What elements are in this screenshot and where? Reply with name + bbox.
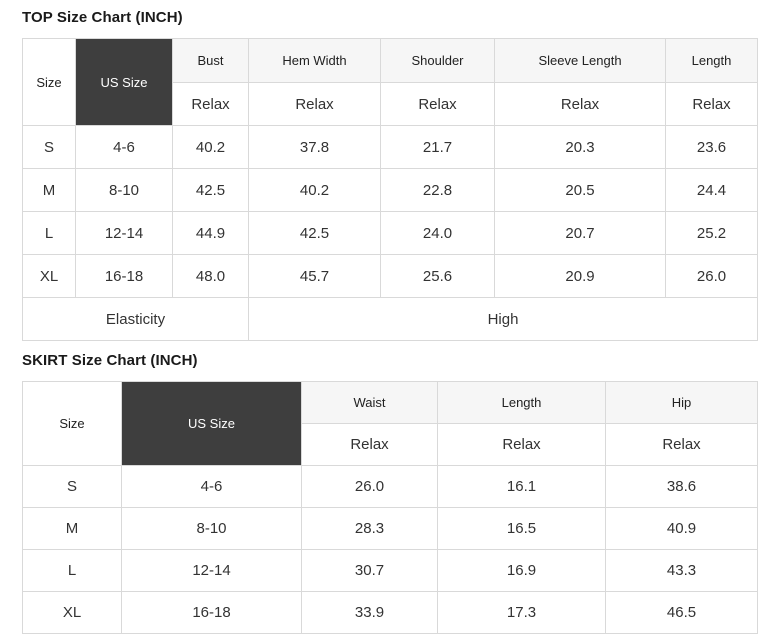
table-cell: 12-14	[121, 549, 302, 592]
table-cell: 4-6	[75, 125, 173, 169]
table-cell: 23.6	[665, 125, 758, 169]
table-cell: XL	[22, 591, 122, 634]
table-cell: 38.6	[605, 465, 758, 508]
top-header-shoulder: Shoulder	[380, 38, 495, 83]
table-cell: 43.3	[605, 549, 758, 592]
table-cell: L	[22, 211, 76, 255]
top-header-sleeve-length: Sleeve Length	[494, 38, 666, 83]
table-cell: 40.9	[605, 507, 758, 550]
table-cell: 37.8	[248, 125, 381, 169]
top-header-row: Size US Size Bust Hem Width Shoulder Sle…	[22, 38, 758, 126]
elasticity-value: High	[248, 297, 758, 341]
top-header-length: Length	[665, 38, 758, 83]
top-relax-row: Relax Relax Relax Relax Relax	[23, 82, 758, 126]
table-row: L 12-14 30.7 16.9 43.3	[22, 549, 758, 592]
table-cell: 44.9	[172, 211, 249, 255]
skirt-header-row: Size US Size Waist Length Hip	[22, 381, 758, 466]
table-cell: 12-14	[75, 211, 173, 255]
table-row: S 4-6 40.2 37.8 21.7 20.3 23.6	[22, 125, 758, 169]
table-cell: 21.7	[380, 125, 495, 169]
table-cell: 20.9	[494, 254, 666, 298]
table-cell: 16.5	[437, 507, 606, 550]
table-cell: 24.4	[665, 168, 758, 212]
table-cell: Relax	[437, 423, 606, 466]
top-header-size: Size	[22, 38, 76, 126]
table-cell: Relax	[665, 82, 758, 126]
table-cell: M	[22, 168, 76, 212]
elasticity-row: Elasticity High	[22, 297, 758, 341]
table-cell: 17.3	[437, 591, 606, 634]
table-cell: 16-18	[75, 254, 173, 298]
table-cell: 30.7	[301, 549, 438, 592]
table-cell: S	[22, 465, 122, 508]
table-cell: 42.5	[172, 168, 249, 212]
top-header-hem-width: Hem Width	[248, 38, 381, 83]
table-cell: 40.2	[172, 125, 249, 169]
table-row: XL 16-18 33.9 17.3 46.5	[22, 591, 758, 634]
skirt-header-hip: Hip	[605, 381, 758, 424]
elasticity-label: Elasticity	[22, 297, 249, 341]
table-cell: Relax	[248, 82, 381, 126]
table-cell: 8-10	[75, 168, 173, 212]
table-cell: 20.5	[494, 168, 666, 212]
table-cell: 26.0	[301, 465, 438, 508]
table-cell: 20.3	[494, 125, 666, 169]
table-cell: S	[22, 125, 76, 169]
skirt-size-chart-table: Size US Size Waist Length Hip Relax Rela…	[22, 381, 758, 634]
skirt-header-waist: Waist	[301, 381, 438, 424]
top-size-chart-table: Size US Size Bust Hem Width Shoulder Sle…	[22, 38, 758, 341]
table-cell: 45.7	[248, 254, 381, 298]
table-row: XL 16-18 48.0 45.7 25.6 20.9 26.0	[22, 254, 758, 298]
table-cell: Relax	[380, 82, 495, 126]
table-cell: Relax	[301, 423, 438, 466]
table-cell: 33.9	[301, 591, 438, 634]
skirt-header-length: Length	[437, 381, 606, 424]
table-cell: 8-10	[121, 507, 302, 550]
table-cell: 4-6	[121, 465, 302, 508]
table-cell: 48.0	[172, 254, 249, 298]
table-cell: M	[22, 507, 122, 550]
table-cell: Relax	[494, 82, 666, 126]
table-cell: 16.1	[437, 465, 606, 508]
table-cell: Relax	[605, 423, 758, 466]
table-cell: 16-18	[121, 591, 302, 634]
table-cell: XL	[22, 254, 76, 298]
table-cell: 26.0	[665, 254, 758, 298]
top-chart-title: TOP Size Chart (INCH)	[22, 9, 183, 26]
skirt-relax-row: Relax Relax Relax	[23, 423, 758, 466]
table-row: S 4-6 26.0 16.1 38.6	[22, 465, 758, 508]
table-row: M 8-10 28.3 16.5 40.9	[22, 507, 758, 550]
table-cell: 24.0	[380, 211, 495, 255]
top-header-us-size: US Size	[75, 38, 173, 126]
table-cell: L	[22, 549, 122, 592]
table-cell: 25.6	[380, 254, 495, 298]
table-cell: 40.2	[248, 168, 381, 212]
table-row: L 12-14 44.9 42.5 24.0 20.7 25.2	[22, 211, 758, 255]
table-cell: 16.9	[437, 549, 606, 592]
table-cell: 46.5	[605, 591, 758, 634]
table-row: M 8-10 42.5 40.2 22.8 20.5 24.4	[22, 168, 758, 212]
top-header-bust: Bust	[172, 38, 249, 83]
table-cell: 42.5	[248, 211, 381, 255]
table-cell: Relax	[172, 82, 249, 126]
table-cell: 25.2	[665, 211, 758, 255]
table-cell: 20.7	[494, 211, 666, 255]
table-cell: 22.8	[380, 168, 495, 212]
skirt-chart-title: SKIRT Size Chart (INCH)	[22, 352, 198, 369]
table-cell: 28.3	[301, 507, 438, 550]
skirt-header-us-size: US Size	[121, 381, 302, 466]
skirt-header-size: Size	[22, 381, 122, 466]
